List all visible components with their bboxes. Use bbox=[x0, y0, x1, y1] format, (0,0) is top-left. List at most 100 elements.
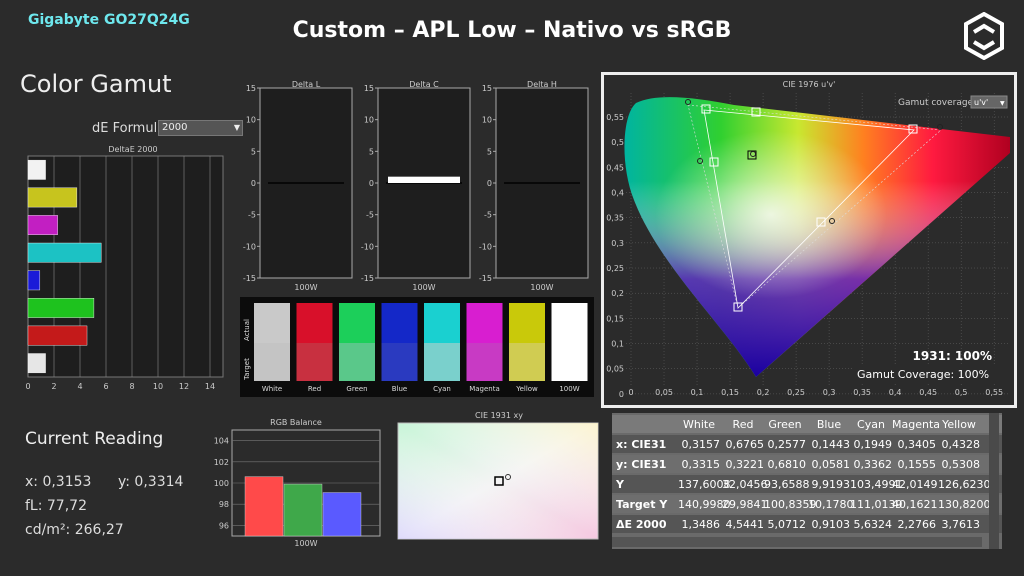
swatch-target-blue bbox=[381, 343, 418, 381]
table-row: Y 137,6008 32,0456 93,6588 9,9193 103,4991 42,… bbox=[612, 475, 1002, 493]
delta-chart-xlabel: 100W bbox=[294, 283, 317, 292]
delta-tick-label: -15 bbox=[361, 274, 374, 283]
cie-x-tick: 0,05 bbox=[655, 388, 673, 397]
delta-tick-label: -15 bbox=[243, 274, 256, 283]
table-row-label: y: CIE31 bbox=[616, 458, 667, 471]
delta-chart-xlabel: 100W bbox=[530, 283, 553, 292]
delta-chart-xlabel: 100W bbox=[412, 283, 435, 292]
de-formula-label: dE Formula: bbox=[92, 121, 170, 136]
swatch-label: Blue bbox=[392, 385, 408, 393]
swatch-actual-100w bbox=[551, 303, 588, 343]
table-cell: 3,7613 bbox=[941, 518, 981, 531]
cie-x-tick: 0,1 bbox=[691, 388, 704, 397]
deltae-tick-label: 10 bbox=[153, 382, 163, 391]
delta-tick-label: 10 bbox=[246, 116, 256, 125]
cie-y-tick: 0,5 bbox=[611, 138, 624, 147]
cie-y-tick: 0,15 bbox=[606, 314, 624, 323]
deltae-bar-blue bbox=[27, 270, 41, 291]
swatch-label: Red bbox=[308, 385, 321, 393]
gamut-coverage-label: Gamut coverage: bbox=[898, 98, 976, 108]
table-cell: 0,1555 bbox=[897, 458, 937, 471]
swatch-actual-magenta bbox=[466, 303, 503, 343]
measurement-table: White Red Green Blue Cyan Magenta Yellow x: CIE… bbox=[612, 413, 1002, 549]
gamut-coverage-value: u'v' bbox=[974, 98, 988, 107]
deltae-tick-label: 4 bbox=[77, 382, 82, 391]
cie-x-tick: 0,5 bbox=[955, 388, 968, 397]
gamut-coverage-select[interactable] bbox=[970, 95, 1008, 109]
cie-x-tick: 0,15 bbox=[721, 388, 739, 397]
delta-tick-label: -5 bbox=[366, 211, 374, 220]
cie-y-tick: 0,1 bbox=[611, 340, 624, 349]
de-formula-select[interactable]: 2000 ▼ bbox=[158, 120, 243, 136]
reading-fl: fL: 77,72 bbox=[25, 498, 87, 514]
table-cell: 0,6810 bbox=[767, 458, 807, 471]
table-cell: 2,2766 bbox=[897, 518, 937, 531]
delta-tick-label: 0 bbox=[251, 179, 256, 188]
table-row-label: ΔE 2000 bbox=[616, 518, 667, 531]
table-horizontal-scrollbar[interactable] bbox=[612, 537, 982, 547]
measured-markers bbox=[685, 99, 943, 224]
delta-tick-label: 15 bbox=[246, 84, 256, 93]
cie-x-tick: 0,25 bbox=[787, 388, 805, 397]
delta-chart-title: Delta C bbox=[409, 80, 439, 89]
reading-y: y: 0,3314 bbox=[118, 474, 184, 490]
table-cell: White bbox=[683, 418, 715, 431]
table-vertical-scrollbar[interactable] bbox=[989, 413, 999, 549]
reading-x: x: 0,3153 bbox=[25, 474, 92, 490]
table-row: ΔE 2000 1,3486 4,5441 5,0712 0,9103 5,6324 2,2… bbox=[612, 515, 1002, 533]
swatch-target-yellow bbox=[509, 343, 545, 381]
swatch-label: 100W bbox=[559, 385, 579, 393]
rgb-bar-b bbox=[322, 492, 362, 537]
delta-tick-label: 0 bbox=[369, 179, 374, 188]
gamut-coverage-line: Gamut Coverage: 100% bbox=[857, 368, 989, 381]
cie-y-tick: 0,4 bbox=[611, 189, 624, 198]
reading-cdm2: cd/m²: 266,27 bbox=[25, 522, 124, 538]
deltae-bar-green bbox=[27, 298, 95, 318]
cie-y-tick: 0,45 bbox=[606, 163, 624, 172]
table-cell: Cyan bbox=[857, 418, 885, 431]
swatch-actual-blue bbox=[381, 303, 418, 343]
measured-triangle bbox=[687, 104, 942, 309]
cie-x-tick: 0,45 bbox=[919, 388, 937, 397]
cie1976-chart: CIE 1976 u'v' 0 0,05 0,1 0,15 0,2 0,25 0,3 0,35… bbox=[606, 80, 1010, 399]
color-gamut-title: Color Gamut bbox=[20, 70, 172, 98]
deltae-tick-label: 8 bbox=[129, 382, 134, 391]
rgb-tick-label: 104 bbox=[214, 437, 229, 446]
table-cell: 32,0456 bbox=[722, 478, 768, 491]
table-cell: 137,6008 bbox=[678, 478, 731, 491]
page-title: Custom – APL Low – Nativo vs sRGB bbox=[292, 18, 732, 43]
chevron-down-icon: ▼ bbox=[233, 123, 240, 132]
deltae-tick-label: 2 bbox=[51, 382, 56, 391]
table-cell: Green bbox=[768, 418, 802, 431]
cie-y-tick: 0,55 bbox=[606, 113, 624, 122]
swatch-actual-white bbox=[254, 303, 290, 343]
cie1976-title: CIE 1976 u'v' bbox=[783, 80, 836, 89]
delta-tick-label: 10 bbox=[364, 116, 374, 125]
swatch-target-white bbox=[254, 343, 290, 381]
delta-tick-label: -15 bbox=[479, 274, 492, 283]
table-cell: 0,1949 bbox=[853, 438, 893, 451]
srgb-triangle bbox=[703, 109, 915, 309]
gamut-result-line: 1931: 100% bbox=[913, 349, 992, 363]
delta-tick-label: 10 bbox=[482, 116, 492, 125]
cie-y-tick: 0,35 bbox=[606, 214, 624, 223]
cie-x-tick: 0 bbox=[628, 388, 633, 397]
table-cell: 0,2577 bbox=[767, 438, 807, 451]
swatch-target-cyan bbox=[424, 343, 460, 381]
swatch-label: White bbox=[262, 385, 282, 393]
delta-tick-label: 15 bbox=[364, 84, 374, 93]
deltae-tick-label: 0 bbox=[25, 382, 30, 391]
swatch-row-actual-label: Actual bbox=[243, 319, 251, 341]
table-cell: 130,8200 bbox=[938, 498, 991, 511]
table-row: x: CIE31 0,3157 0,6765 0,2577 0,1443 0,1949 0,… bbox=[612, 435, 1002, 453]
swatch-label: Cyan bbox=[433, 385, 451, 393]
cie-y-tick: 0,2 bbox=[611, 289, 624, 298]
table-cell: 9,9193 bbox=[811, 478, 851, 491]
swatch-row-target-label: Target bbox=[243, 358, 251, 381]
rgb-bar-g bbox=[283, 483, 323, 537]
chevron-down-icon: ▼ bbox=[1000, 100, 1005, 107]
table-cell: Blue bbox=[816, 418, 842, 431]
delta-tick-label: 5 bbox=[369, 147, 374, 156]
swatch-target-100w bbox=[551, 343, 588, 381]
delta-tick-label: -10 bbox=[243, 242, 256, 251]
